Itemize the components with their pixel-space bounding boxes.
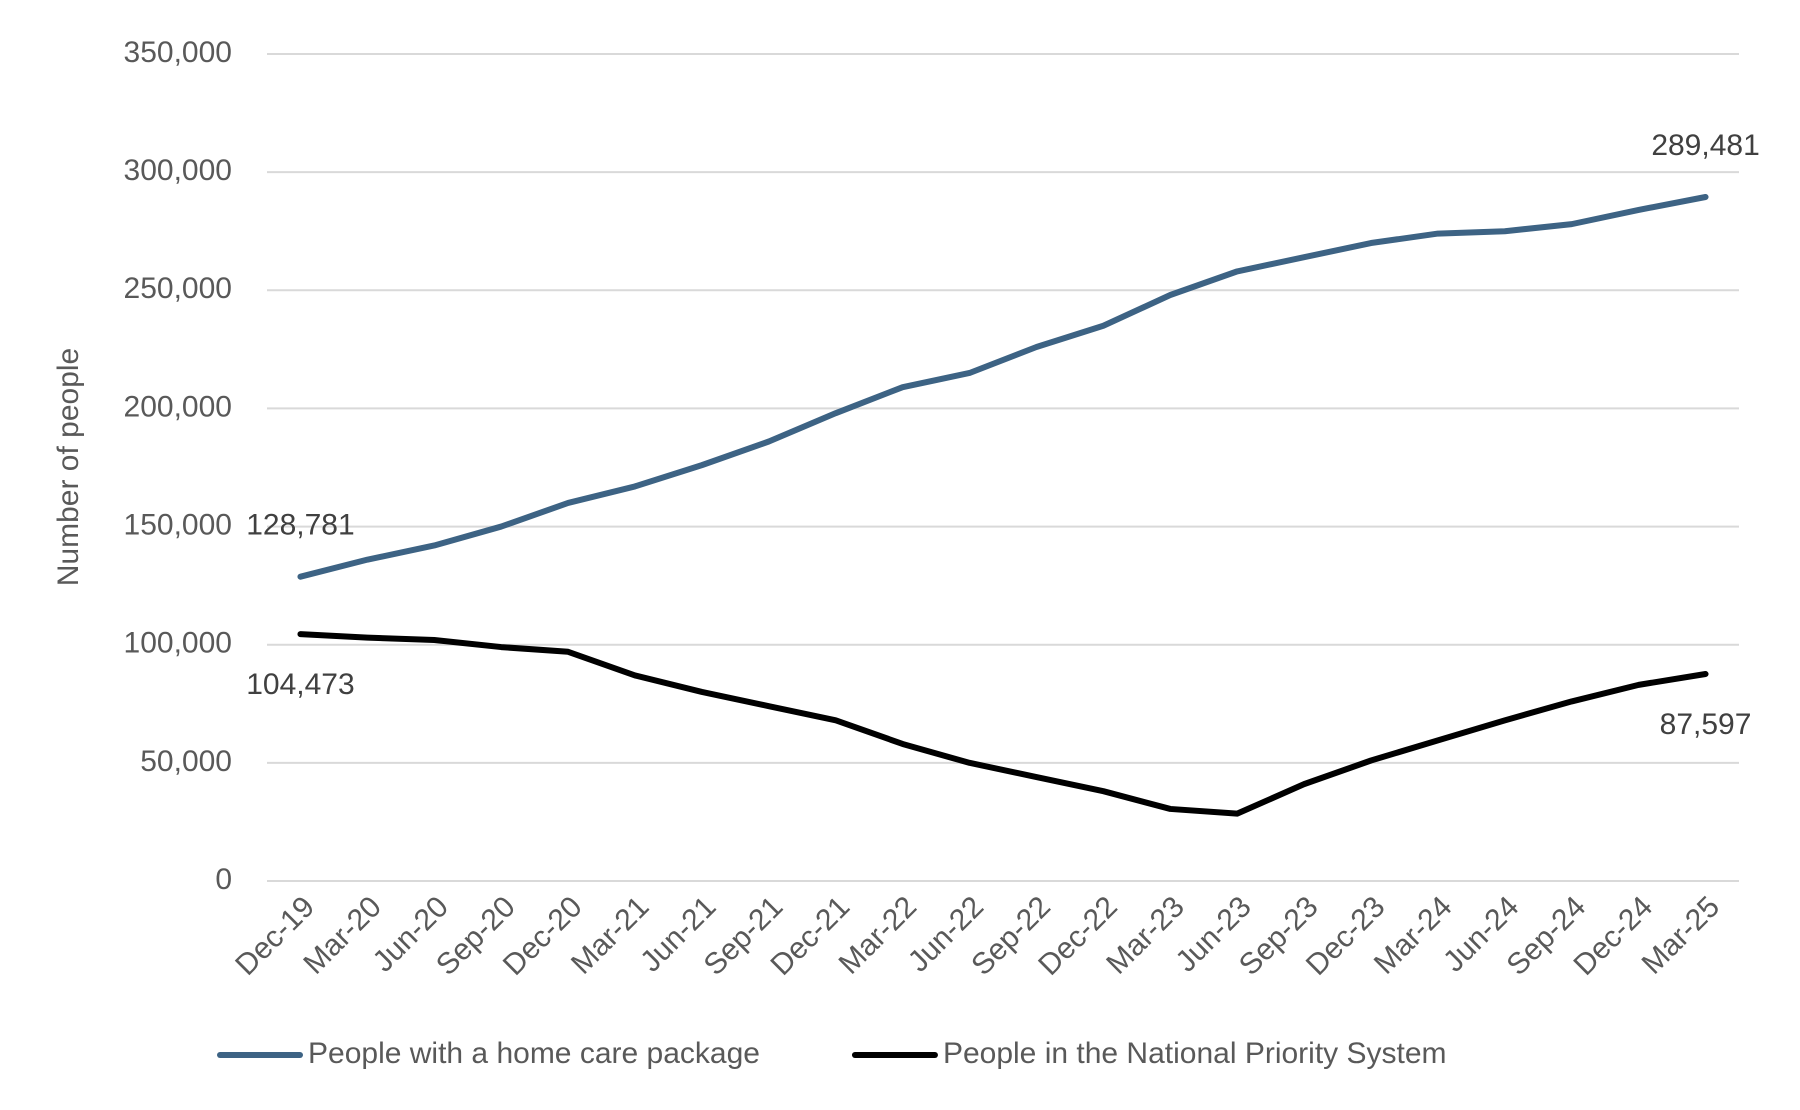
data-label: 104,473	[246, 668, 354, 701]
data-label: 289,481	[1651, 129, 1759, 162]
legend-label: People with a home care package	[308, 1037, 760, 1070]
data-label: 87,597	[1660, 708, 1752, 741]
line-series	[297, 193, 1709, 580]
y-axis-label: Number of people	[52, 348, 85, 586]
y-tick-label: 350,000	[124, 36, 232, 69]
y-tick-label: 150,000	[124, 508, 232, 541]
y-tick-label: 50,000	[140, 745, 232, 778]
data-label: 128,781	[246, 509, 354, 542]
line-series	[297, 631, 1709, 817]
y-tick-label: 200,000	[124, 390, 232, 423]
y-tick-label: 250,000	[124, 272, 232, 305]
y-tick-label: 300,000	[124, 154, 232, 187]
y-tick-label: 0	[215, 863, 232, 896]
legend-label: People in the National Priority System	[943, 1037, 1447, 1070]
y-tick-label: 100,000	[124, 627, 232, 660]
